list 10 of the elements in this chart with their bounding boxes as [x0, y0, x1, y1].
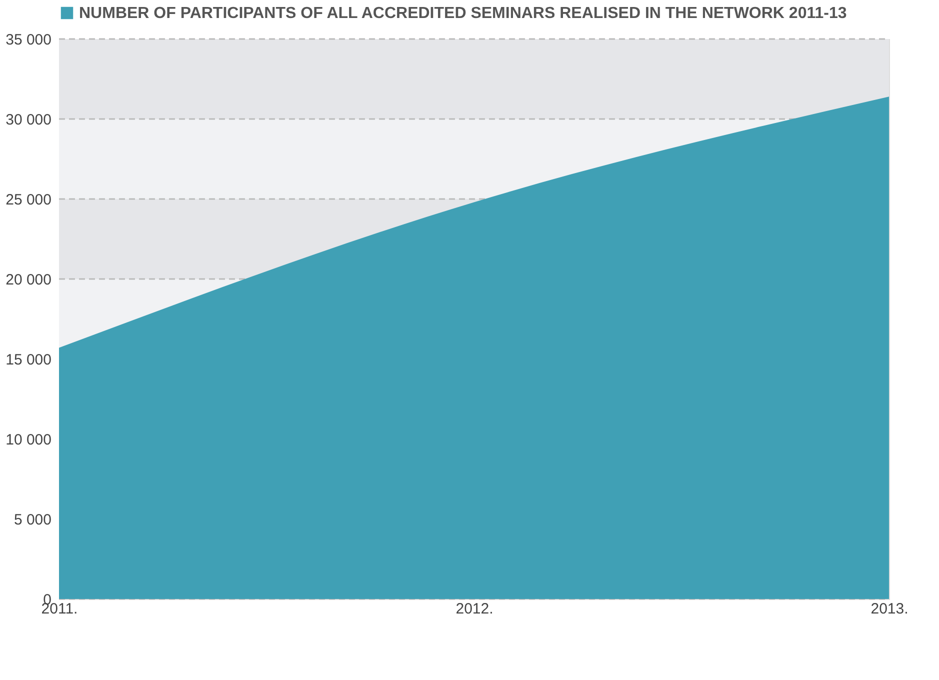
y-tick-label: 25 000	[6, 192, 52, 208]
y-tick-label: 35 000	[6, 32, 52, 48]
y-tick-label: 10 000	[6, 432, 52, 448]
y-tick-label: 15 000	[6, 352, 52, 368]
legend-label: NUMBER OF PARTICIPANTS OF ALL ACCREDITED SEMINARS REALISED IN THE NETWORK 2011-13	[79, 5, 847, 22]
x-tick-label: 2012.	[456, 600, 494, 618]
y-tick-label: 20 000	[6, 272, 52, 288]
x-tick-label: 2013.	[870, 600, 908, 618]
y-tick-label: 5 000	[14, 512, 52, 528]
y-tick-label: 30 000	[6, 112, 52, 128]
